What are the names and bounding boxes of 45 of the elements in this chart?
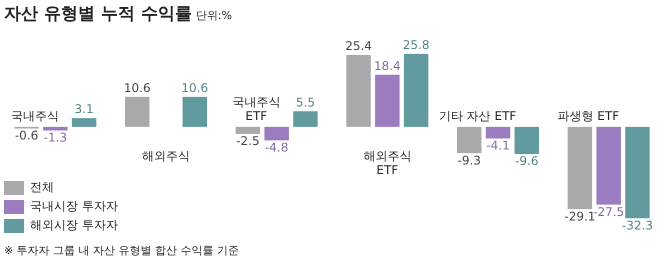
bar: [486, 126, 510, 138]
bar: [43, 126, 68, 131]
x-tick-label: 파생형 ETF: [557, 108, 620, 123]
data-label: 25.8: [402, 38, 430, 52]
bar: [236, 126, 260, 134]
data-label: -4.8: [264, 140, 288, 155]
data-label: -9.3: [458, 153, 481, 168]
bar: [568, 126, 592, 210]
bar: [182, 96, 207, 127]
x-tick-label: 해외주식 ETF: [363, 148, 412, 177]
data-label: 5.5: [296, 95, 315, 110]
x-tick-label: 국내주식 ETF: [232, 94, 280, 123]
data-label: 18.4: [374, 58, 401, 73]
x-tick-label: 국내주식: [10, 108, 59, 123]
data-label: 25.4: [345, 39, 372, 54]
bar: [346, 55, 371, 127]
data-label: -32.3: [622, 218, 653, 232]
legend-label: 전체: [29, 179, 55, 196]
text: ※ 투자자 그룹 내 자산 유형별 합산 수익률 기준: [4, 243, 240, 258]
bar: [596, 126, 621, 205]
bar: [375, 74, 400, 127]
data-label: 10.6: [124, 81, 151, 95]
data-label: -1.3: [44, 130, 68, 145]
legend-label: 해외시장 투자자: [29, 217, 118, 234]
bar: [404, 54, 428, 127]
bar: [125, 96, 150, 127]
data-label: -0.6: [14, 128, 38, 143]
data-label: -4.1: [486, 138, 510, 153]
data-label: 10.6: [181, 81, 208, 95]
chart-title: 자산 유형별 누적 수익률: [4, 4, 192, 24]
data-label: -2.5: [236, 134, 260, 148]
x-tick-label: 기타 자산 ETF: [438, 108, 516, 123]
data-label: 3.1: [74, 102, 94, 116]
bar: [72, 118, 96, 127]
data-label: -27.5: [593, 204, 624, 219]
x-tick-label: 해외주식: [142, 148, 190, 163]
bar: [264, 126, 289, 140]
data-label: -9.6: [515, 154, 538, 168]
bar: [514, 126, 539, 154]
bar: [457, 126, 482, 154]
bar: [625, 126, 650, 218]
bar: [293, 111, 318, 127]
legend-label: 국내시장 투자자: [29, 198, 118, 215]
chart-subtitle: 단위:%: [196, 9, 232, 22]
data-label: -29.1: [564, 209, 596, 224]
